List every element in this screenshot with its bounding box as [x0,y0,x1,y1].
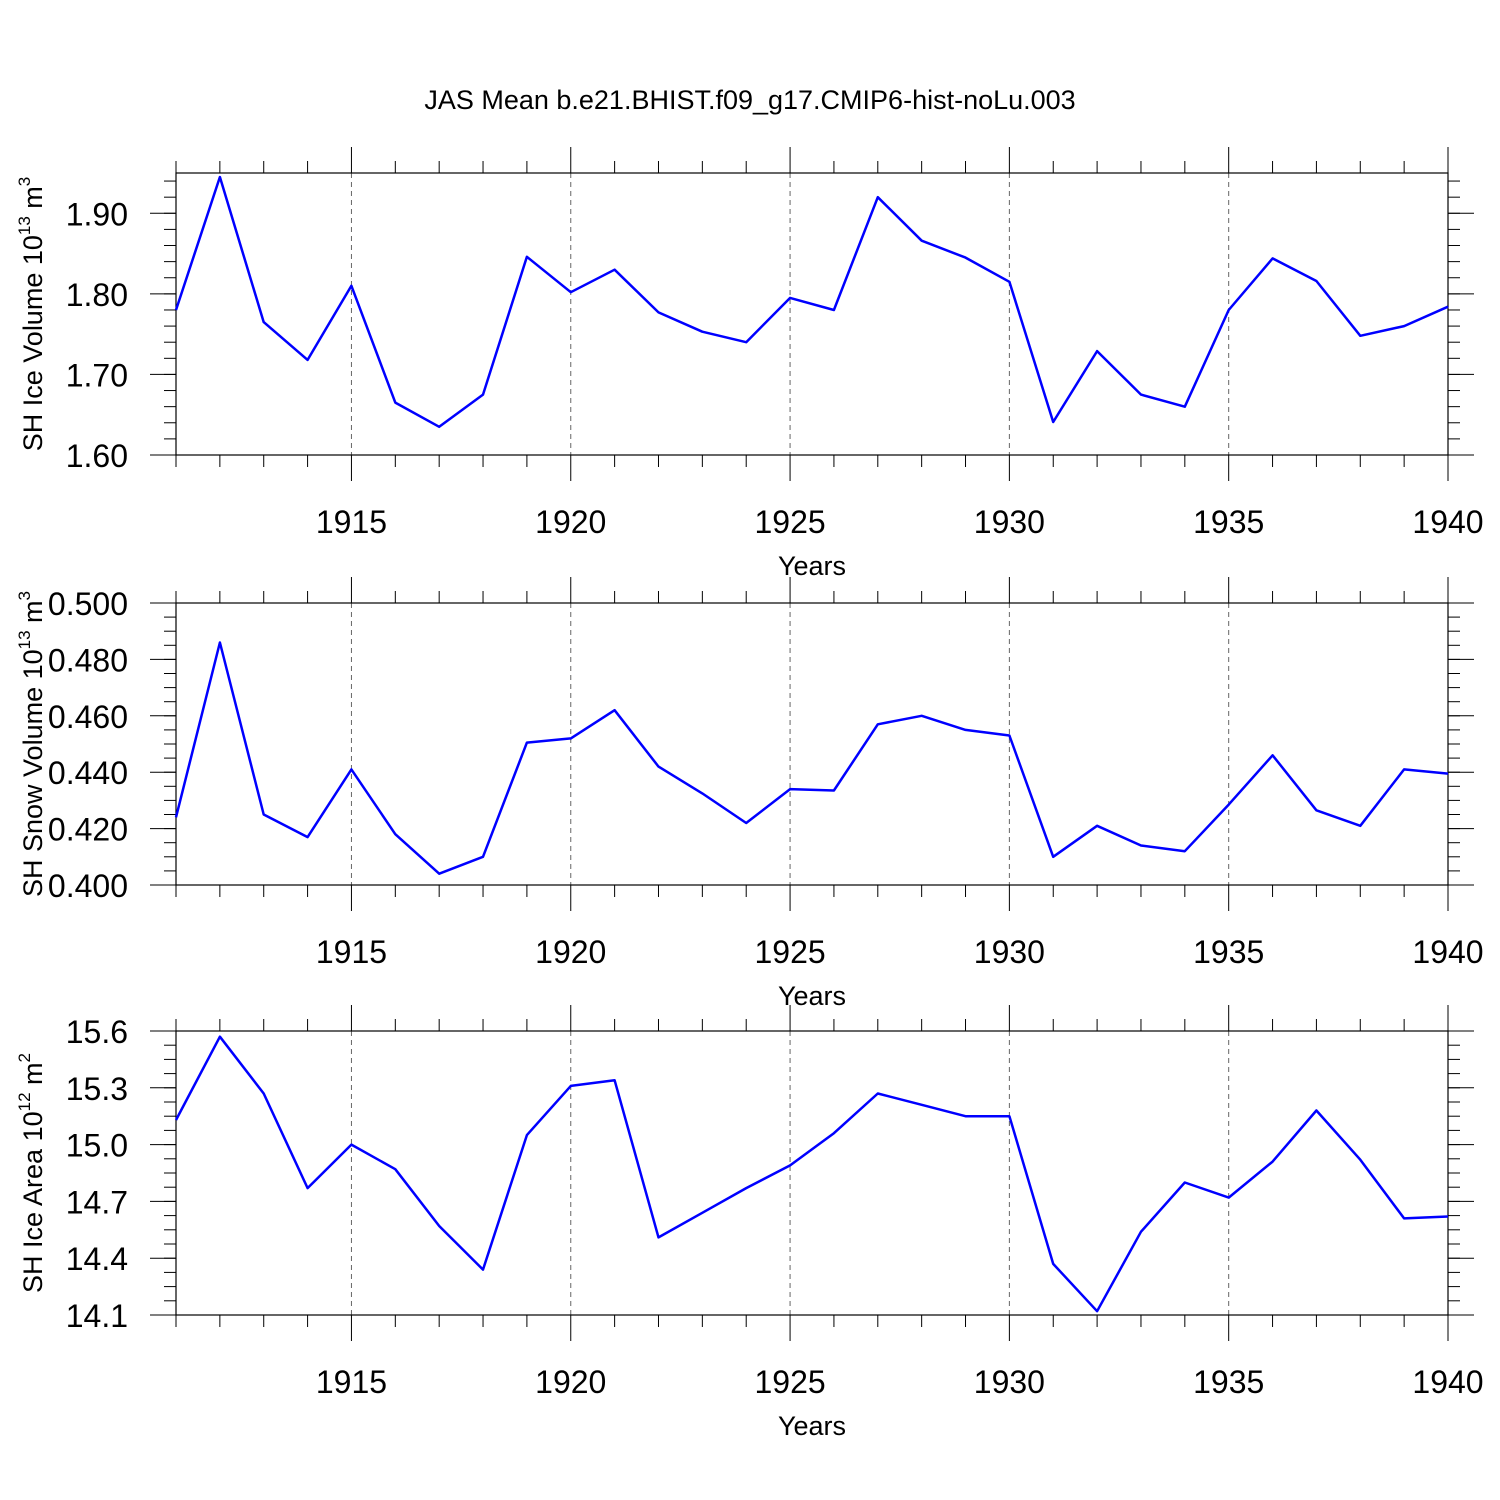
chart-title: JAS Mean b.e21.BHIST.f09_g17.CMIP6-hist-… [424,85,1075,115]
plot-frame [175,172,1449,456]
x-tick-label: 1935 [1193,504,1264,540]
x-tick-label: 1920 [535,1364,606,1400]
x-tick-label: 1915 [316,504,387,540]
y-tick-label: 0.420 [48,812,128,848]
series-line [174,641,1449,875]
y-axis-label: SH Ice Volume 1013 m3 [15,177,48,452]
y-tick-label: 0.400 [48,868,128,904]
y-tick-label: 1.80 [66,277,128,313]
panel-ice-area: 14.1 14.4 14.7 15.0 15.3 15.6 1915 1920 1925 1930… [15,1005,1484,1441]
x-tick-label: 1930 [974,504,1045,540]
y-tick-label: 0.460 [48,699,128,735]
y-axis-label-unit-exponent: 3 [15,177,34,186]
y-tick-label: 0.480 [48,642,128,678]
y-tick-label: 1.70 [66,357,128,393]
x-tick-label: 1915 [316,934,387,970]
x-axis-label: Years [778,551,846,581]
y-tick-label: 1.90 [66,196,128,232]
series-line [174,175,1449,429]
x-tick-label: 1940 [1412,1364,1483,1400]
y-tick-label: 15.0 [66,1128,128,1164]
y-tick-label: 14.4 [66,1241,128,1277]
y-tick-label: 0.440 [48,755,128,791]
x-tick-label: 1915 [316,1364,387,1400]
x-tick-label: 1940 [1412,504,1483,540]
panel-snow-volume: 0.400 0.420 0.440 0.460 0.480 0.500 1915 1920 19… [15,577,1484,1011]
y-axis-label-unit: m [18,600,48,630]
x-tick-label: 1925 [754,1364,825,1400]
y-tick-label: 15.6 [66,1014,128,1050]
x-tick-label: 1930 [974,1364,1045,1400]
y-axis-label: SH Ice Area 1012 m2 [15,1053,48,1293]
x-tick-label: 1935 [1193,934,1264,970]
y-axis-label-unit-exponent: 2 [15,1053,34,1062]
y-axis-label-unit: m [18,1062,48,1092]
y-tick-label: 14.7 [66,1184,128,1220]
y-tick-label: 14.1 [66,1298,128,1334]
y-axis-label-unit: m [18,186,48,216]
x-axis-label: Years [778,1411,846,1441]
panel-ice-volume: 1.60 1.70 1.80 1.90 1915 1920 1925 1930 1935 1940… [15,147,1484,581]
plot-frame [175,602,1449,886]
y-axis-label: SH Snow Volume 1013 m3 [15,591,48,897]
x-tick-label: 1925 [754,934,825,970]
y-axis-label-exponent: 13 [15,630,34,649]
y-axis-label-unit-exponent: 3 [15,591,34,600]
y-axis-label-exponent: 13 [15,216,34,235]
y-tick-label: 15.3 [66,1071,128,1107]
x-tick-label: 1925 [754,504,825,540]
y-tick-label: 1.60 [66,438,128,474]
x-axis-label: Years [778,981,846,1011]
x-tick-label: 1940 [1412,934,1483,970]
series-line [174,1035,1449,1313]
x-tick-label: 1920 [535,934,606,970]
x-tick-label: 1935 [1193,1364,1264,1400]
y-axis-label-main: SH Ice Volume 10 [18,235,48,451]
x-tick-label: 1930 [974,934,1045,970]
y-axis-label-main: SH Snow Volume 10 [18,649,48,897]
x-tick-label: 1920 [535,504,606,540]
y-axis-label-main: SH Ice Area 10 [18,1111,48,1293]
y-axis-label-exponent: 12 [15,1092,34,1111]
y-tick-label: 0.500 [48,586,128,622]
